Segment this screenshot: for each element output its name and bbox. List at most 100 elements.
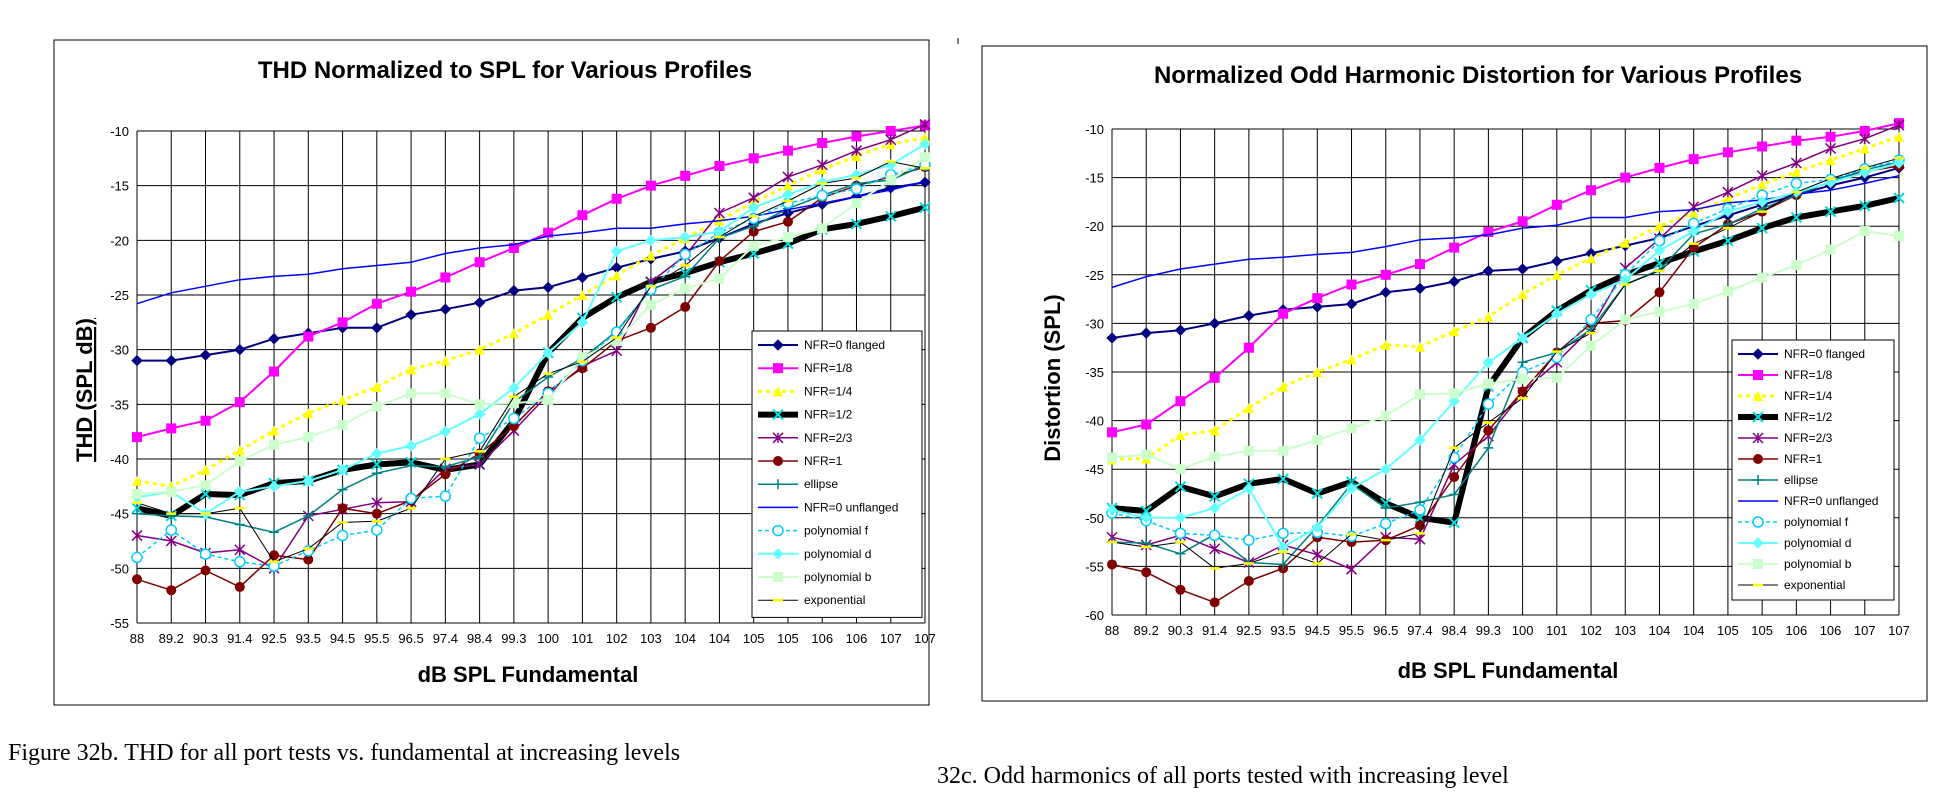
x-tick-label: 93.5	[1270, 623, 1295, 638]
x-tick-label: 89.2	[159, 631, 184, 646]
x-tick-label: 95.5	[1339, 623, 1364, 638]
data-point	[611, 335, 622, 346]
data-point	[1825, 244, 1836, 255]
data-point	[234, 556, 246, 568]
data-point	[199, 488, 212, 500]
legend-marker	[1752, 516, 1764, 528]
legend-marker	[772, 432, 784, 444]
data-point	[1174, 480, 1187, 493]
data-point	[680, 283, 691, 294]
x-tick-label: 96.5	[398, 631, 423, 646]
legend-marker	[1752, 411, 1764, 423]
data-point	[1586, 253, 1597, 264]
data-point	[474, 451, 485, 462]
legend-entry: polynomial b	[1784, 557, 1852, 571]
data-point	[1482, 398, 1495, 410]
data-point	[1653, 235, 1666, 247]
data-point	[1620, 172, 1631, 183]
legend-marker	[773, 386, 783, 397]
data-point	[440, 355, 451, 366]
data-point	[303, 432, 314, 443]
data-point	[337, 484, 348, 495]
series-polynomial-b	[132, 152, 930, 499]
data-point	[1894, 131, 1904, 142]
data-point	[1517, 386, 1528, 397]
x-tick-label: 98.4	[1442, 623, 1467, 638]
data-point	[406, 364, 417, 375]
data-point	[577, 352, 588, 363]
series-exponential	[132, 160, 930, 564]
legend-entry: NFR=1	[1784, 452, 1823, 466]
data-point	[508, 328, 519, 339]
data-point	[439, 303, 452, 315]
x-tick-label: 94.5	[330, 631, 355, 646]
legend-entry: polynomial d	[804, 547, 871, 561]
data-point	[885, 175, 896, 186]
y-tick-label: -30	[110, 343, 129, 358]
data-point	[1311, 301, 1324, 313]
data-point	[1824, 205, 1837, 218]
series-line	[136, 164, 926, 534]
data-point	[371, 524, 383, 536]
data-point	[885, 134, 897, 146]
data-point	[303, 408, 314, 419]
x-tick-label: 105	[743, 631, 765, 646]
data-point	[1345, 563, 1358, 575]
data-point	[508, 412, 520, 425]
data-point	[782, 188, 794, 201]
data-point	[199, 349, 212, 361]
data-point	[1414, 389, 1425, 400]
data-point	[405, 440, 417, 452]
series-line	[1111, 230, 1900, 471]
data-point	[714, 273, 725, 284]
series-exponential	[1107, 156, 1904, 570]
legend-marker	[772, 524, 784, 537]
data-point	[1175, 396, 1186, 407]
data-point	[200, 565, 211, 576]
x-tick-label: 90.3	[1168, 623, 1193, 638]
series-polynomial-d	[131, 138, 931, 520]
data-point	[1141, 419, 1152, 430]
data-point	[336, 464, 349, 476]
legend-box	[751, 330, 923, 618]
data-point	[269, 439, 280, 450]
data-point	[337, 420, 348, 431]
data-point	[371, 322, 383, 334]
y-tick-label: -15	[1085, 171, 1104, 186]
y-tick-label: -20	[110, 233, 129, 248]
data-point	[1414, 341, 1425, 352]
chart-frame-right	[981, 45, 1928, 702]
data-point	[473, 432, 486, 444]
data-point	[1893, 157, 1905, 169]
data-point	[1379, 517, 1392, 530]
data-point	[748, 240, 759, 251]
data-point	[1517, 216, 1528, 227]
x-tick-label: 106	[846, 631, 868, 646]
legend-entry: NFR=1/8	[1784, 368, 1833, 382]
data-point	[1208, 317, 1221, 330]
y-tick-label: -10	[110, 124, 129, 139]
data-point	[474, 399, 485, 410]
data-point	[1448, 275, 1460, 288]
data-point	[1688, 207, 1699, 218]
x-tick-label: 90.3	[193, 631, 218, 646]
data-point	[1688, 298, 1699, 309]
data-point	[1722, 186, 1734, 198]
legend-marker	[773, 363, 783, 374]
data-point	[371, 458, 383, 471]
data-point	[234, 397, 245, 408]
data-point	[132, 508, 142, 519]
data-point	[1345, 530, 1358, 543]
data-point	[1107, 427, 1117, 438]
data-point	[474, 344, 485, 355]
data-point	[1722, 147, 1733, 158]
legend-entry: NFR=1/2	[804, 408, 853, 422]
data-point	[440, 461, 451, 472]
data-point	[303, 510, 314, 521]
data-point	[131, 354, 143, 367]
data-point	[1756, 196, 1768, 208]
data-point	[543, 227, 554, 238]
data-point	[1449, 326, 1460, 337]
y-tick-label: -15	[110, 179, 129, 194]
data-point	[406, 286, 417, 297]
